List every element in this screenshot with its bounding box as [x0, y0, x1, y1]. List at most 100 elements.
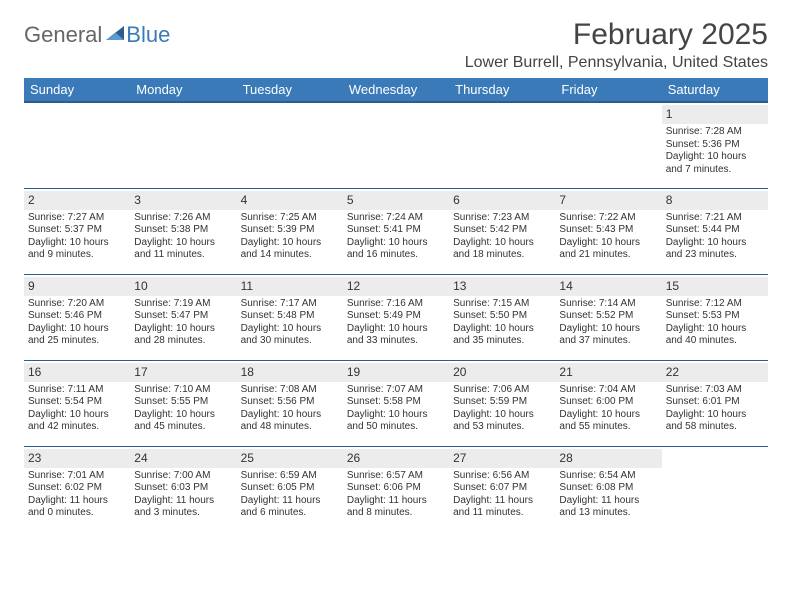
- daylight-text: Daylight: 10 hours: [347, 237, 445, 250]
- calendar-day-cell: 12Sunrise: 7:16 AMSunset: 5:49 PMDayligh…: [343, 274, 449, 360]
- day-number: 23: [24, 449, 130, 468]
- day-number: 10: [130, 277, 236, 296]
- sunrise-text: Sunrise: 7:14 AM: [559, 298, 657, 311]
- sunrise-text: Sunrise: 7:12 AM: [666, 298, 764, 311]
- column-header: Sunday: [24, 78, 130, 102]
- daylight-text: Daylight: 10 hours: [28, 323, 126, 336]
- sunset-text: Sunset: 5:41 PM: [347, 224, 445, 237]
- sunset-text: Sunset: 5:50 PM: [453, 310, 551, 323]
- calendar-day-cell: [343, 102, 449, 188]
- sunrise-text: Sunrise: 6:56 AM: [453, 470, 551, 483]
- day-number: 8: [662, 191, 768, 210]
- daylight-text: Daylight: 10 hours: [347, 323, 445, 336]
- daylight-text: and 8 minutes.: [347, 507, 445, 520]
- daylight-text: Daylight: 11 hours: [28, 495, 126, 508]
- calendar-day-cell: 25Sunrise: 6:59 AMSunset: 6:05 PMDayligh…: [237, 446, 343, 532]
- daylight-text: and 9 minutes.: [28, 249, 126, 262]
- day-number: 22: [662, 363, 768, 382]
- day-number: 17: [130, 363, 236, 382]
- daylight-text: and 30 minutes.: [241, 335, 339, 348]
- day-number: 24: [130, 449, 236, 468]
- sunrise-text: Sunrise: 7:04 AM: [559, 384, 657, 397]
- daylight-text: Daylight: 10 hours: [241, 237, 339, 250]
- sunrise-text: Sunrise: 7:03 AM: [666, 384, 764, 397]
- sunrise-text: Sunrise: 7:00 AM: [134, 470, 232, 483]
- sunset-text: Sunset: 5:39 PM: [241, 224, 339, 237]
- column-header: Friday: [555, 78, 661, 102]
- daylight-text: and 21 minutes.: [559, 249, 657, 262]
- daylight-text: Daylight: 11 hours: [241, 495, 339, 508]
- sunset-text: Sunset: 6:08 PM: [559, 482, 657, 495]
- column-header: Wednesday: [343, 78, 449, 102]
- calendar-week-row: 1Sunrise: 7:28 AMSunset: 5:36 PMDaylight…: [24, 102, 768, 188]
- sunrise-text: Sunrise: 7:15 AM: [453, 298, 551, 311]
- daylight-text: and 28 minutes.: [134, 335, 232, 348]
- calendar-day-cell: 27Sunrise: 6:56 AMSunset: 6:07 PMDayligh…: [449, 446, 555, 532]
- daylight-text: and 14 minutes.: [241, 249, 339, 262]
- day-number: 18: [237, 363, 343, 382]
- daylight-text: Daylight: 10 hours: [666, 409, 764, 422]
- sunset-text: Sunset: 5:52 PM: [559, 310, 657, 323]
- daylight-text: Daylight: 10 hours: [559, 409, 657, 422]
- calendar-day-cell: 8Sunrise: 7:21 AMSunset: 5:44 PMDaylight…: [662, 188, 768, 274]
- sunrise-text: Sunrise: 7:24 AM: [347, 212, 445, 225]
- daylight-text: and 7 minutes.: [666, 164, 764, 177]
- sunset-text: Sunset: 5:53 PM: [666, 310, 764, 323]
- calendar-day-cell: 16Sunrise: 7:11 AMSunset: 5:54 PMDayligh…: [24, 360, 130, 446]
- header: General Blue February 2025 Lower Burrell…: [24, 18, 768, 72]
- calendar-day-cell: [555, 102, 661, 188]
- daylight-text: Daylight: 10 hours: [28, 409, 126, 422]
- calendar-day-cell: 14 Sunrise: 7:14 AMSunset: 5:52 PMDayligh…: [555, 274, 661, 360]
- sunset-text: Sunset: 6:03 PM: [134, 482, 232, 495]
- calendar-day-cell: 5Sunrise: 7:24 AMSunset: 5:41 PMDaylight…: [343, 188, 449, 274]
- daylight-text: and 13 minutes.: [559, 507, 657, 520]
- daylight-text: and 33 minutes.: [347, 335, 445, 348]
- day-number: 12: [343, 277, 449, 296]
- daylight-text: Daylight: 10 hours: [134, 323, 232, 336]
- sunset-text: Sunset: 5:36 PM: [666, 139, 764, 152]
- day-number: 2: [24, 191, 130, 210]
- daylight-text: and 35 minutes.: [453, 335, 551, 348]
- daylight-text: Daylight: 10 hours: [241, 323, 339, 336]
- day-number: 14: [555, 277, 661, 296]
- daylight-text: and 0 minutes.: [28, 507, 126, 520]
- day-number: 6: [449, 191, 555, 210]
- day-number: 1: [662, 105, 768, 124]
- calendar-day-cell: 24Sunrise: 7:00 AMSunset: 6:03 PMDayligh…: [130, 446, 236, 532]
- day-number: 25: [237, 449, 343, 468]
- daylight-text: and 58 minutes.: [666, 421, 764, 434]
- sunset-text: Sunset: 5:42 PM: [453, 224, 551, 237]
- day-number: 15: [662, 277, 768, 296]
- sunset-text: Sunset: 5:38 PM: [134, 224, 232, 237]
- sunrise-text: Sunrise: 7:26 AM: [134, 212, 232, 225]
- column-header: Tuesday: [237, 78, 343, 102]
- calendar-day-cell: 1Sunrise: 7:28 AMSunset: 5:36 PMDaylight…: [662, 102, 768, 188]
- column-header: Thursday: [449, 78, 555, 102]
- day-number: 19: [343, 363, 449, 382]
- sunset-text: Sunset: 5:58 PM: [347, 396, 445, 409]
- sunrise-text: Sunrise: 7:23 AM: [453, 212, 551, 225]
- sunset-text: Sunset: 6:06 PM: [347, 482, 445, 495]
- daylight-text: and 42 minutes.: [28, 421, 126, 434]
- daylight-text: and 48 minutes.: [241, 421, 339, 434]
- calendar-day-cell: 10 Sunrise: 7:19 AMSunset: 5:47 PMDayligh…: [130, 274, 236, 360]
- daylight-text: Daylight: 10 hours: [559, 323, 657, 336]
- sunset-text: Sunset: 5:56 PM: [241, 396, 339, 409]
- sunset-text: Sunset: 5:37 PM: [28, 224, 126, 237]
- sunrise-text: Sunrise: 6:59 AM: [241, 470, 339, 483]
- calendar-day-cell: [662, 446, 768, 532]
- logo: General Blue: [24, 18, 170, 48]
- day-number: 3: [130, 191, 236, 210]
- sunrise-text: Sunrise: 7:08 AM: [241, 384, 339, 397]
- daylight-text: and 11 minutes.: [453, 507, 551, 520]
- sail-icon: [104, 22, 126, 48]
- daylight-text: Daylight: 10 hours: [453, 409, 551, 422]
- sunrise-text: Sunrise: 7:21 AM: [666, 212, 764, 225]
- sunset-text: Sunset: 5:47 PM: [134, 310, 232, 323]
- daylight-text: Daylight: 10 hours: [28, 237, 126, 250]
- calendar-day-cell: [130, 102, 236, 188]
- sunrise-text: Sunrise: 7:19 AM: [134, 298, 232, 311]
- day-number: 11: [237, 277, 343, 296]
- sunrise-text: Sunrise: 7:06 AM: [453, 384, 551, 397]
- daylight-text: and 37 minutes.: [559, 335, 657, 348]
